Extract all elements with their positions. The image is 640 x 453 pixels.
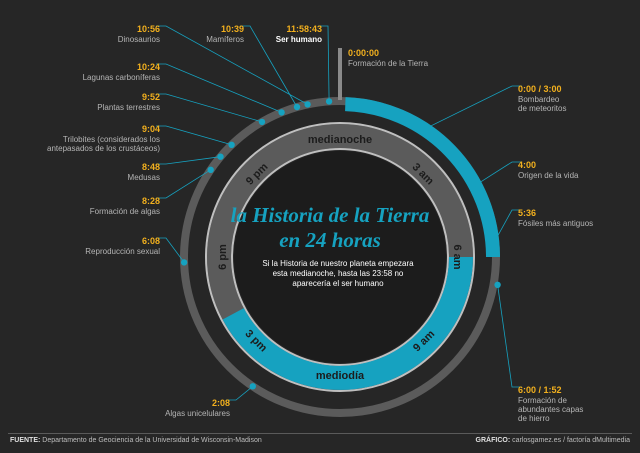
- center-subtitle-line-2: esta medianoche, hasta las 23:58 no: [273, 269, 404, 278]
- event-label: Fósiles más antiguos: [518, 219, 593, 228]
- event-marker: [228, 141, 235, 148]
- event-time: 9:52: [142, 92, 160, 102]
- event-leader: [156, 237, 185, 263]
- event-marker: [424, 124, 431, 131]
- event-time: 4:00: [518, 160, 536, 170]
- footer-divider: [8, 433, 632, 434]
- event-marker: [494, 281, 501, 288]
- event-leader: [156, 63, 282, 113]
- outer-timeline-ring: [180, 97, 500, 417]
- event-leader: [156, 25, 308, 105]
- event-label: Formación de algas: [90, 207, 160, 216]
- event-leader: [497, 284, 522, 388]
- event-leader: [156, 125, 232, 146]
- event-time: 5:36: [518, 208, 536, 218]
- event-time: 8:48: [142, 162, 160, 172]
- event-marker: [258, 118, 266, 126]
- source-label: FUENTE:: [10, 437, 41, 444]
- event-leader: [156, 169, 211, 199]
- center-subtitle-line-1: Si la Historia de nuestro planeta empeza…: [262, 259, 414, 268]
- event-label: Medusas: [128, 173, 160, 182]
- event-label: Formación de: [518, 396, 567, 405]
- event-markers: [180, 48, 501, 390]
- event-time: 10:39: [221, 24, 244, 34]
- event-label: Ser humano: [276, 35, 322, 44]
- event-label: Origen de la vida: [518, 171, 579, 180]
- event-time: 11:58:43: [286, 24, 322, 34]
- event-label: antepasados de los crustáceos): [47, 144, 160, 153]
- event-time: 6:00 / 1:52: [518, 385, 562, 395]
- event-time: 0:00:00: [348, 48, 379, 58]
- event-label: abundantes capas: [518, 405, 583, 414]
- event-label: de hierro: [518, 414, 550, 423]
- event-marker: [325, 98, 333, 105]
- event-marker: [207, 166, 214, 173]
- event-time: 2:08: [212, 398, 230, 408]
- event-label: Algas unicelulares: [165, 409, 230, 418]
- event-time: 9:04: [142, 124, 160, 134]
- event-marker: [180, 259, 188, 266]
- event-label: Reproducción sexual: [85, 247, 160, 256]
- event-leader: [156, 156, 221, 165]
- event-marker: [304, 101, 311, 108]
- event-time: 10:24: [137, 62, 160, 72]
- event-label: Formación de la Tierra: [348, 59, 429, 68]
- clock-ring-inner-edge: [231, 148, 449, 366]
- footer-source: FUENTE: Departamento de Geociencia de la…: [10, 437, 262, 444]
- event-marker: [293, 103, 301, 111]
- event-marker: [491, 237, 499, 244]
- event-marker: [249, 383, 256, 390]
- event-label: Plantas terrestres: [97, 103, 160, 112]
- event-marker: [278, 109, 285, 116]
- footer-credit: GRÁFICO: carlosgamez.es / factoría dMult…: [476, 437, 630, 444]
- event-label: Trilobites (considerados los: [63, 135, 160, 144]
- clock-ring-outer-edge: [205, 122, 475, 392]
- event-label: Bombardeo: [518, 95, 560, 104]
- event-leader-lines: [156, 25, 522, 401]
- clock-label: 6 pm: [217, 244, 229, 270]
- event-leader: [427, 85, 522, 129]
- event-leader: [477, 161, 522, 185]
- event-label: Mamíferos: [206, 35, 244, 44]
- event-time: 10:56: [137, 24, 160, 34]
- event-leader: [240, 25, 298, 108]
- event-label: Dinosaurios: [118, 35, 160, 44]
- event-time: 8:28: [142, 196, 160, 206]
- event-marker: [474, 180, 481, 187]
- graphic-text: carlosgamez.es / factoría dMultimedia: [512, 437, 630, 444]
- event-leader: [156, 93, 263, 123]
- event-leader: [226, 385, 254, 401]
- center-subtitle-line-3: aparecería el ser humano: [292, 279, 384, 288]
- event-label: de meteoritos: [518, 104, 566, 113]
- event-label: Lagunas carboníferas: [83, 73, 160, 82]
- event-time: 6:08: [142, 236, 160, 246]
- meteor-iron-arc: [345, 97, 500, 258]
- clock-label: 6 am: [451, 244, 463, 269]
- clock-label: medianoche: [308, 134, 372, 146]
- iron-formation-arc: [222, 256, 473, 390]
- event-marker: [217, 153, 224, 160]
- center-title-line-1: la Historia de la Tierra: [231, 203, 430, 227]
- clock-face: [234, 151, 446, 363]
- source-text: Departamento de Geociencia de la Univers…: [42, 437, 262, 444]
- event-leader: [494, 209, 522, 241]
- event-time: 0:00 / 3:00: [518, 84, 562, 94]
- graphic-label: GRÁFICO:: [475, 437, 511, 444]
- center-title-line-2: en 24 horas: [279, 228, 381, 252]
- start-marker: [338, 48, 342, 100]
- clock-label: mediodía: [316, 370, 365, 382]
- event-leader: [318, 25, 330, 102]
